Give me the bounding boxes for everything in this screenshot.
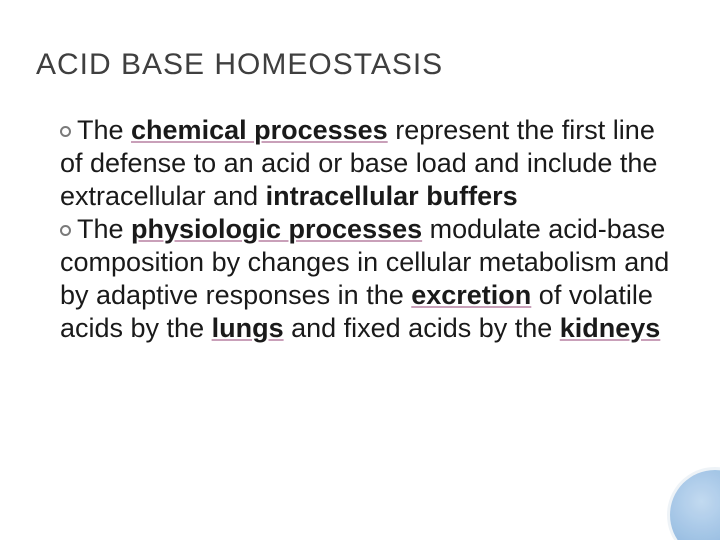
slide-body: The chemical processes represent the fir…: [36, 114, 684, 345]
bullet-ring-icon: [60, 225, 71, 236]
slide: ACID BASE HOMEOSTASIS The chemical proce…: [0, 0, 720, 540]
slide-title: ACID BASE HOMEOSTASIS: [36, 48, 684, 82]
text-segment: and fixed acids by the: [284, 313, 560, 343]
text-segment-emphasis: physiologic processes: [131, 214, 422, 244]
bullet-item: The physiologic processes modulate acid-…: [60, 214, 669, 343]
bullet-ring-icon: [60, 126, 71, 137]
decorative-circle-icon: [670, 470, 720, 540]
text-segment-emphasis: kidneys: [560, 313, 661, 343]
bullet-item: The chemical processes represent the fir…: [60, 115, 657, 211]
text-segment-emphasis: intracellular buffers: [266, 181, 518, 211]
text-segment-emphasis: excretion: [411, 280, 531, 310]
text-segment: The: [77, 214, 131, 244]
text-segment-emphasis: lungs: [212, 313, 284, 343]
text-segment-emphasis: chemical processes: [131, 115, 388, 145]
text-segment: The: [77, 115, 131, 145]
